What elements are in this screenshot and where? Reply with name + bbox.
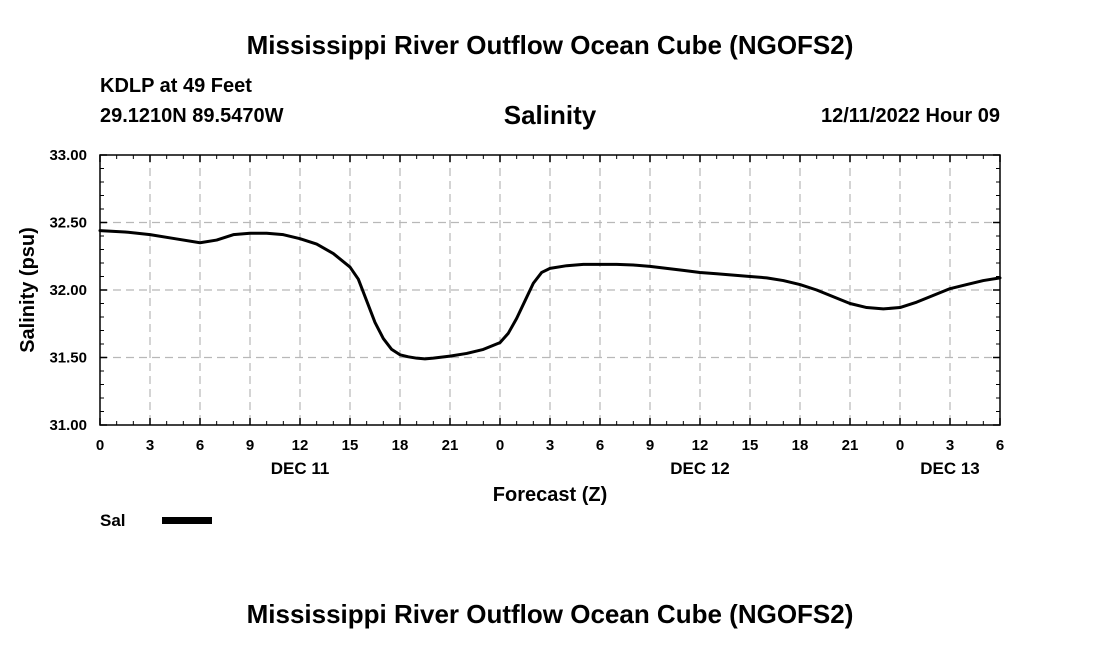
y-axis-label: Salinity (psu) (17, 227, 39, 353)
x-tick-label: 12 (292, 437, 309, 454)
x-tick-label: 15 (742, 437, 759, 454)
y-tick-label: 31.50 (49, 350, 87, 367)
x-tick-label: 3 (546, 437, 554, 454)
y-tick-label: 32.50 (49, 215, 87, 232)
x-tick-label: 6 (196, 437, 204, 454)
axis-ticks (99, 154, 1001, 426)
grid-lines (100, 155, 1000, 425)
x-tick-label: 9 (246, 437, 254, 454)
x-tick-label: 18 (392, 437, 409, 454)
legend-swatch (162, 517, 212, 524)
x-tick-label: 3 (146, 437, 154, 454)
x-tick-label: 9 (646, 437, 654, 454)
x-tick-label: 0 (496, 437, 504, 454)
date-label: DEC 12 (670, 459, 730, 478)
main-title: Mississippi River Outflow Ocean Cube (NG… (246, 30, 854, 60)
salinity-series-line (98, 229, 1002, 361)
x-tick-label: 18 (792, 437, 809, 454)
x-tick-label: 0 (896, 437, 904, 454)
date-label: DEC 11 (271, 459, 330, 478)
x-tick-labels: 0 3 6 9 12 15 18 21 0 3 6 9 12 15 18 21 0 3 6 (96, 437, 1004, 454)
footer-title: Mississippi River Outflow Ocean Cube (NG… (246, 599, 854, 629)
station-label: KDLP at 49 Feet (100, 75, 252, 97)
forecast-datetime: 12/11/2022 Hour 09 (820, 105, 1000, 127)
x-tick-label: 3 (946, 437, 954, 454)
x-tick-label: 21 (842, 437, 859, 454)
x-tick-label: 0 (96, 437, 104, 454)
y-tick-label: 32.00 (49, 282, 87, 299)
y-tick-label: 33.00 (49, 147, 87, 164)
x-tick-label: 12 (692, 437, 709, 454)
x-tick-label: 21 (442, 437, 459, 454)
x-axis-label: Forecast (Z) (493, 484, 607, 506)
legend-label: Sal (100, 511, 126, 530)
date-label: DEC 13 (920, 459, 980, 478)
x-tick-label: 15 (342, 437, 359, 454)
coordinates-label: 29.1210N 89.5470W (100, 105, 284, 127)
y-tick-labels: 31.00 31.50 32.00 32.50 33.00 (49, 147, 87, 434)
x-tick-label: 6 (596, 437, 604, 454)
chart-title: Salinity (503, 100, 597, 130)
date-labels: DEC 11 DEC 12 DEC 13 (271, 459, 980, 478)
y-tick-label: 31.00 (49, 417, 87, 434)
x-tick-label: 6 (996, 437, 1004, 454)
